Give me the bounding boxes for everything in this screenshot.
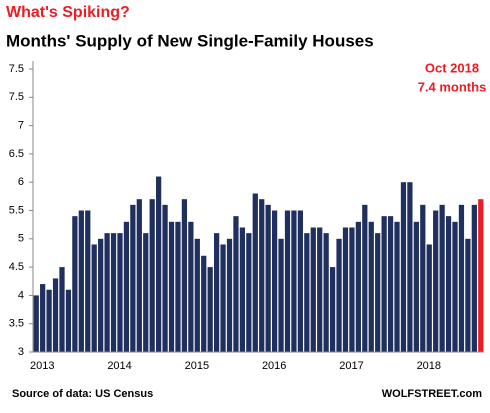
y-tick-label: 3 <box>18 346 24 358</box>
bar <box>156 176 162 352</box>
y-tick-label: 7.5 <box>9 63 24 75</box>
y-tick-label: 7.5 <box>9 91 24 103</box>
bar <box>478 199 484 352</box>
bar <box>278 238 284 352</box>
bar <box>387 216 394 352</box>
bar <box>420 204 426 352</box>
x-tick-label: 2016 <box>262 360 286 372</box>
bar <box>426 244 432 352</box>
bar <box>291 210 297 352</box>
bar <box>65 289 72 352</box>
bar <box>52 278 59 352</box>
y-tick-label: 7 <box>18 120 24 132</box>
bar <box>201 255 207 352</box>
x-tick-label: 2015 <box>185 360 209 372</box>
bar <box>349 227 355 352</box>
bar <box>162 204 168 352</box>
bar <box>130 204 136 352</box>
bar <box>458 204 465 352</box>
bar <box>246 233 252 352</box>
bar <box>439 204 445 352</box>
chart-subtitle: Months' Supply of New Single-Family Hous… <box>6 31 374 50</box>
x-tick-label: 2017 <box>339 360 363 372</box>
bar <box>168 221 175 352</box>
bar <box>85 210 91 352</box>
credit: WOLFSTREET.com <box>382 388 482 400</box>
bar <box>104 233 110 352</box>
x-tick-label: 2018 <box>417 360 441 372</box>
bar <box>368 221 374 352</box>
bar <box>72 216 78 352</box>
bar <box>252 193 258 352</box>
bar <box>400 182 407 352</box>
bar <box>265 204 271 352</box>
x-tick-label: 2013 <box>30 360 54 372</box>
bar <box>91 244 97 352</box>
bar <box>445 216 452 352</box>
annotation: 7.4 months <box>418 79 487 94</box>
bar <box>452 221 458 352</box>
bar <box>149 199 155 352</box>
bar <box>394 221 400 352</box>
bar <box>123 221 130 352</box>
x-tick-label: 2014 <box>107 360 131 372</box>
bar <box>259 199 265 352</box>
bar <box>323 233 329 352</box>
bar <box>413 221 419 352</box>
bar <box>143 233 149 352</box>
bar <box>226 238 233 352</box>
bar <box>465 238 471 352</box>
bar <box>194 238 200 352</box>
bar <box>220 244 226 352</box>
bar <box>214 233 220 352</box>
bar <box>239 227 246 352</box>
bar <box>433 210 439 352</box>
bar <box>233 216 239 352</box>
bar <box>59 267 65 352</box>
source: Source of data: US Census <box>12 388 153 400</box>
y-tick-label: 5.5 <box>9 204 24 216</box>
y-tick-label: 6.5 <box>9 148 24 160</box>
y-tick-label: 5 <box>18 233 24 245</box>
bar <box>329 267 336 352</box>
bar <box>284 210 291 352</box>
chart-title: What's Spiking? <box>6 4 130 21</box>
bar <box>207 267 213 352</box>
bar <box>362 204 368 352</box>
bar <box>117 233 123 352</box>
bar <box>317 227 323 352</box>
bar <box>188 221 194 352</box>
bar <box>375 233 381 352</box>
annotation: Oct 2018 <box>425 60 479 75</box>
y-tick-label: 3.5 <box>9 318 24 330</box>
bar <box>46 289 52 352</box>
y-tick-label: 4 <box>18 289 24 301</box>
y-tick-label: 6 <box>18 176 24 188</box>
bar <box>40 284 46 352</box>
bar <box>110 233 117 352</box>
y-tick-label: 4.5 <box>9 261 24 273</box>
bar <box>297 210 303 352</box>
bar <box>304 233 310 352</box>
bar <box>175 221 181 352</box>
bar <box>78 210 84 352</box>
bar <box>355 221 361 352</box>
bar <box>381 216 387 352</box>
bar <box>471 204 477 352</box>
bar <box>98 238 104 352</box>
bar <box>342 227 349 352</box>
bar <box>136 199 142 352</box>
bar <box>33 295 39 352</box>
bar <box>407 182 413 352</box>
bar <box>310 227 316 352</box>
bar <box>271 210 278 352</box>
bar <box>336 238 342 352</box>
bar <box>181 199 188 352</box>
